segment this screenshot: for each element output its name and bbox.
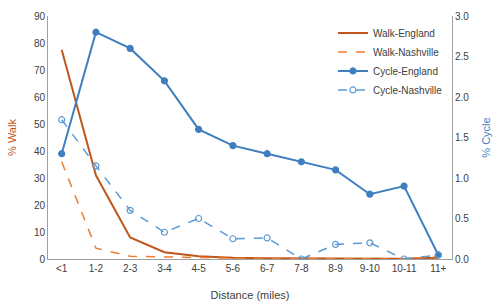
svg-text:Walk-England: Walk-England [373, 28, 435, 39]
svg-text:2.5: 2.5 [455, 51, 469, 62]
svg-text:Cycle-England: Cycle-England [373, 66, 438, 77]
svg-text:0: 0 [39, 254, 45, 265]
svg-text:3-4: 3-4 [157, 263, 172, 274]
svg-text:1.5: 1.5 [455, 132, 469, 143]
svg-text:2.0: 2.0 [455, 92, 469, 103]
svg-text:1.0: 1.0 [455, 173, 469, 184]
svg-text:3.0: 3.0 [455, 11, 469, 22]
svg-text:10: 10 [34, 227, 46, 238]
svg-text:50: 50 [34, 119, 46, 130]
svg-text:0.0: 0.0 [455, 254, 469, 265]
svg-text:<1: <1 [56, 263, 68, 274]
svg-text:30: 30 [34, 173, 46, 184]
svg-text:Cycle-Nashville: Cycle-Nashville [373, 85, 442, 96]
svg-text:% Walk: % Walk [6, 119, 18, 156]
svg-text:7-8: 7-8 [294, 263, 309, 274]
svg-text:20: 20 [34, 200, 46, 211]
svg-text:10-11: 10-11 [392, 263, 417, 274]
svg-text:Walk-Nashville: Walk-Nashville [373, 47, 439, 58]
svg-text:8-9: 8-9 [328, 263, 343, 274]
svg-text:1-2: 1-2 [89, 263, 104, 274]
svg-text:80: 80 [34, 38, 46, 49]
svg-text:90: 90 [34, 11, 46, 22]
svg-text:0.5: 0.5 [455, 213, 469, 224]
svg-text:5-6: 5-6 [226, 263, 241, 274]
svg-text:6-7: 6-7 [260, 263, 275, 274]
svg-text:11+: 11+ [430, 263, 446, 274]
svg-text:2-3: 2-3 [123, 263, 138, 274]
svg-text:9-10: 9-10 [360, 263, 380, 274]
svg-text:60: 60 [34, 92, 46, 103]
svg-text:70: 70 [34, 65, 46, 76]
svg-text:40: 40 [34, 146, 46, 157]
svg-text:4-5: 4-5 [191, 263, 206, 274]
svg-text:Distance (miles): Distance (miles) [211, 289, 290, 301]
svg-text:% Cycle: % Cycle [480, 117, 492, 157]
